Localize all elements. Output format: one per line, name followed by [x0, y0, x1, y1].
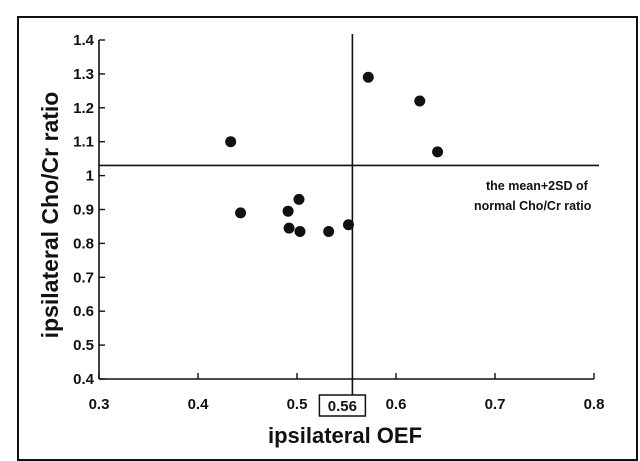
data-point — [342, 219, 354, 231]
ticks: 0.3 0.4 0.5 0.6 0.7 0.8 0.4 0.5 0.6 0.7 0.8 0.9 1 1.1… — [73, 32, 604, 413]
reference-annotation-line-2: normal Cho/Cr ratio — [474, 199, 592, 213]
reference-lines: 0.56 — [99, 34, 599, 417]
data-point — [414, 95, 426, 107]
reference-value-box — [318, 394, 367, 417]
data-point — [282, 205, 294, 217]
data-point — [283, 222, 295, 234]
y-tick-label: 0.5 — [73, 337, 94, 354]
reference-annotation-line-1: the mean+2SD of — [486, 179, 589, 193]
y-tick-label: 0.6 — [73, 303, 94, 320]
y-tick-label: 1 — [86, 168, 94, 185]
x-tick-label: 0.7 — [485, 396, 506, 413]
x-axis-label: ipsilateral OEF — [268, 423, 422, 448]
data-point — [323, 226, 335, 238]
data-point — [362, 71, 374, 83]
data-point — [432, 146, 444, 158]
data-point — [235, 207, 247, 219]
data-point — [293, 193, 305, 205]
y-tick-label: 1.3 — [73, 66, 94, 83]
chart-frame — [17, 16, 638, 461]
reference-value-label: 0.56 — [328, 398, 357, 415]
y-tick-label: 0.8 — [73, 235, 94, 252]
data-point — [294, 226, 306, 238]
x-tick-label: 0.6 — [386, 396, 407, 413]
data-point — [225, 136, 237, 148]
y-tick-label: 1.1 — [73, 134, 94, 151]
x-tick-label: 0.8 — [584, 396, 605, 413]
y-tick-label: 1.2 — [73, 100, 94, 117]
x-tick-label: 0.3 — [89, 396, 110, 413]
y-tick-label: 0.4 — [73, 371, 95, 388]
x-tick-label: 0.4 — [188, 396, 210, 413]
y-tick-label: 0.7 — [73, 269, 94, 286]
y-tick-label: 0.9 — [73, 202, 94, 219]
y-axis-label: ipsilateral Cho/Cr ratio — [37, 92, 63, 339]
y-tick-label: 1.4 — [73, 32, 95, 49]
data-points — [225, 71, 444, 238]
x-tick-label: 0.5 — [287, 396, 308, 413]
